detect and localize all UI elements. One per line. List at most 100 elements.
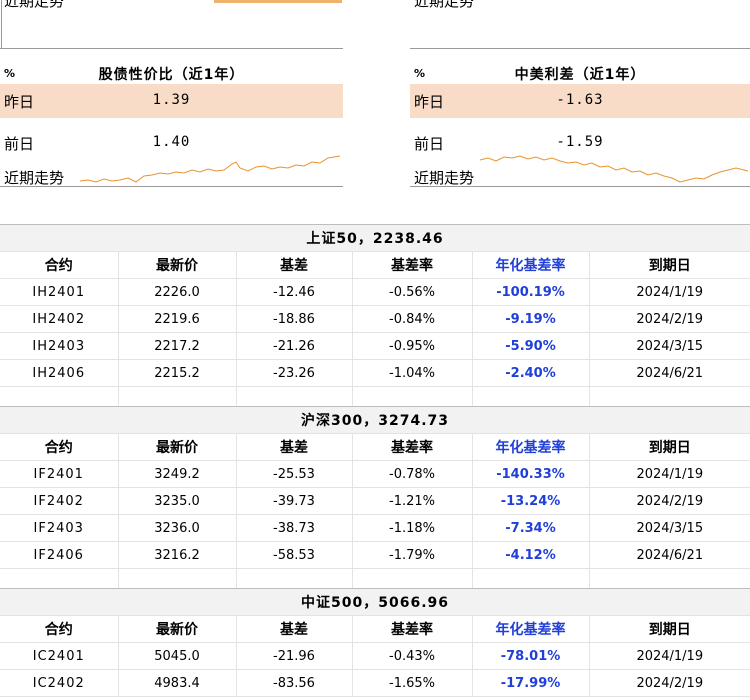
cell-annualized-rate: -7.34%	[472, 514, 590, 542]
cell-basis-rate: -1.65%	[352, 669, 473, 697]
cell-basis-rate: -1.04%	[352, 359, 473, 387]
cell-basis-rate: -0.43%	[352, 642, 473, 670]
table-header-row: 合约 最新价 基差 基差率 年化基差率 到期日	[0, 251, 750, 279]
prev-day-row: 前日 1.40	[0, 126, 343, 160]
col-last-price: 最新价	[118, 615, 237, 643]
table-title: 中证500，5066.96	[0, 588, 750, 616]
col-expiry: 到期日	[589, 251, 750, 279]
basis-table-sse50: 上证50，2238.46 合约 最新价 基差 基差率 年化基差率 到期日 IH2…	[0, 224, 750, 414]
table-row: IH2403 2217.2 -21.26 -0.95% -5.90% 2024/…	[0, 332, 750, 360]
cell-basis: -38.73	[236, 514, 353, 542]
prev-day-label: 前日	[4, 135, 35, 153]
table-row: IF2401 3249.2 -25.53 -0.78% -140.33% 202…	[0, 460, 750, 488]
panel-title: 股债性价比（近1年）	[98, 67, 245, 83]
prev-day-value: -1.59	[556, 134, 604, 150]
cell-contract: IH2402	[0, 305, 119, 333]
cell-annualized-rate: -78.01%	[472, 642, 590, 670]
table-title-row: 沪深300，3274.73	[0, 406, 750, 434]
trend-row: 近期走势	[410, 160, 750, 194]
table-title-row: 上证50，2238.46	[0, 224, 750, 252]
table-title: 上证50，2238.46	[0, 224, 750, 252]
cell-annualized-rate: -100.19%	[472, 278, 590, 306]
cell-expiry: 2024/1/19	[589, 460, 750, 488]
cell-basis-rate: -1.21%	[352, 487, 473, 515]
cell-last-price: 2226.0	[118, 278, 237, 306]
cell-annualized-rate: -4.12%	[472, 541, 590, 569]
trend-label-cut-right: 近期走势	[414, 0, 475, 10]
basis-table-csi300: 沪深300，3274.73 合约 最新价 基差 基差率 年化基差率 到期日 IF…	[0, 406, 750, 596]
cell-basis: -58.53	[236, 541, 353, 569]
cell-contract: IC2401	[0, 642, 119, 670]
cell-basis-rate: -1.18%	[352, 514, 473, 542]
col-basis-rate: 基差率	[352, 615, 473, 643]
col-basis: 基差	[236, 615, 353, 643]
cell-last-price: 3235.0	[118, 487, 237, 515]
cell-basis: -12.46	[236, 278, 353, 306]
basis-table-csi500: 中证500，5066.96 合约 最新价 基差 基差率 年化基差率 到期日 IC…	[0, 588, 750, 697]
table-row: IH2401 2226.0 -12.46 -0.56% -100.19% 202…	[0, 278, 750, 306]
cell-basis: -23.26	[236, 359, 353, 387]
panel-header: % 股债性价比（近1年）	[0, 62, 343, 84]
table-row: IH2406 2215.2 -23.26 -1.04% -2.40% 2024/…	[0, 359, 750, 387]
sparkline-line	[479, 155, 749, 183]
table-row: IF2403 3236.0 -38.73 -1.18% -7.34% 2024/…	[0, 514, 750, 542]
yesterday-label: 昨日	[4, 93, 35, 111]
cell-annualized-rate: -9.19%	[472, 305, 590, 333]
cell-basis: -18.86	[236, 305, 353, 333]
col-basis: 基差	[236, 251, 353, 279]
cut-sparkline-left	[214, 0, 342, 3]
cell-basis: -83.56	[236, 669, 353, 697]
trend-label-cut-left: 近期走势	[4, 0, 65, 10]
yesterday-row: 昨日 1.39	[0, 84, 343, 118]
cell-expiry: 2024/1/19	[589, 642, 750, 670]
cell-expiry: 2024/2/19	[589, 487, 750, 515]
col-contract: 合约	[0, 251, 119, 279]
cell-last-price: 2219.6	[118, 305, 237, 333]
cell-last-price: 5045.0	[118, 642, 237, 670]
col-last-price: 最新价	[118, 251, 237, 279]
cell-expiry: 2024/1/19	[589, 278, 750, 306]
yesterday-row: 昨日 -1.63	[410, 84, 750, 118]
cell-annualized-rate: -140.33%	[472, 460, 590, 488]
table-title-row: 中证500，5066.96	[0, 588, 750, 616]
table-header-row: 合约 最新价 基差 基差率 年化基差率 到期日	[0, 433, 750, 461]
cell-contract: IH2403	[0, 332, 119, 360]
panel-stock-bond: % 股债性价比（近1年） 昨日 1.39 前日 1.40 近期走势	[0, 0, 343, 200]
panel-left-border	[1, 0, 2, 48]
cell-last-price: 3216.2	[118, 541, 237, 569]
cell-contract: IH2406	[0, 359, 119, 387]
col-expiry: 到期日	[589, 615, 750, 643]
trend-label: 近期走势	[4, 169, 65, 187]
cell-annualized-rate: -17.99%	[472, 669, 590, 697]
cell-expiry: 2024/3/15	[589, 332, 750, 360]
cell-contract: IC2402	[0, 669, 119, 697]
divider	[410, 48, 750, 49]
sparkline-spread	[479, 155, 749, 183]
col-expiry: 到期日	[589, 433, 750, 461]
cell-basis-rate: -0.95%	[352, 332, 473, 360]
table-title: 沪深300，3274.73	[0, 406, 750, 434]
unit-label: %	[414, 67, 426, 80]
cell-basis-rate: -0.84%	[352, 305, 473, 333]
cell-basis: -39.73	[236, 487, 353, 515]
prev-day-label: 前日	[414, 135, 445, 153]
cell-expiry: 2024/2/19	[589, 305, 750, 333]
cell-last-price: 2217.2	[118, 332, 237, 360]
cell-expiry: 2024/3/15	[589, 514, 750, 542]
cell-contract: IF2406	[0, 541, 119, 569]
yesterday-label: 昨日	[414, 93, 445, 111]
table-row: IC2402 4983.4 -83.56 -1.65% -17.99% 2024…	[0, 669, 750, 697]
cell-last-price: 3249.2	[118, 460, 237, 488]
cell-contract: IH2401	[0, 278, 119, 306]
prev-day-value: 1.40	[152, 134, 191, 150]
cell-annualized-rate: -5.90%	[472, 332, 590, 360]
trend-row: 近期走势	[0, 160, 343, 194]
table-row: IH2402 2219.6 -18.86 -0.84% -9.19% 2024/…	[0, 305, 750, 333]
cell-contract: IF2402	[0, 487, 119, 515]
cell-basis: -21.26	[236, 332, 353, 360]
cell-last-price: 3236.0	[118, 514, 237, 542]
col-contract: 合约	[0, 433, 119, 461]
col-contract: 合约	[0, 615, 119, 643]
unit-label: %	[4, 67, 16, 80]
table-row: IC2401 5045.0 -21.96 -0.43% -78.01% 2024…	[0, 642, 750, 670]
